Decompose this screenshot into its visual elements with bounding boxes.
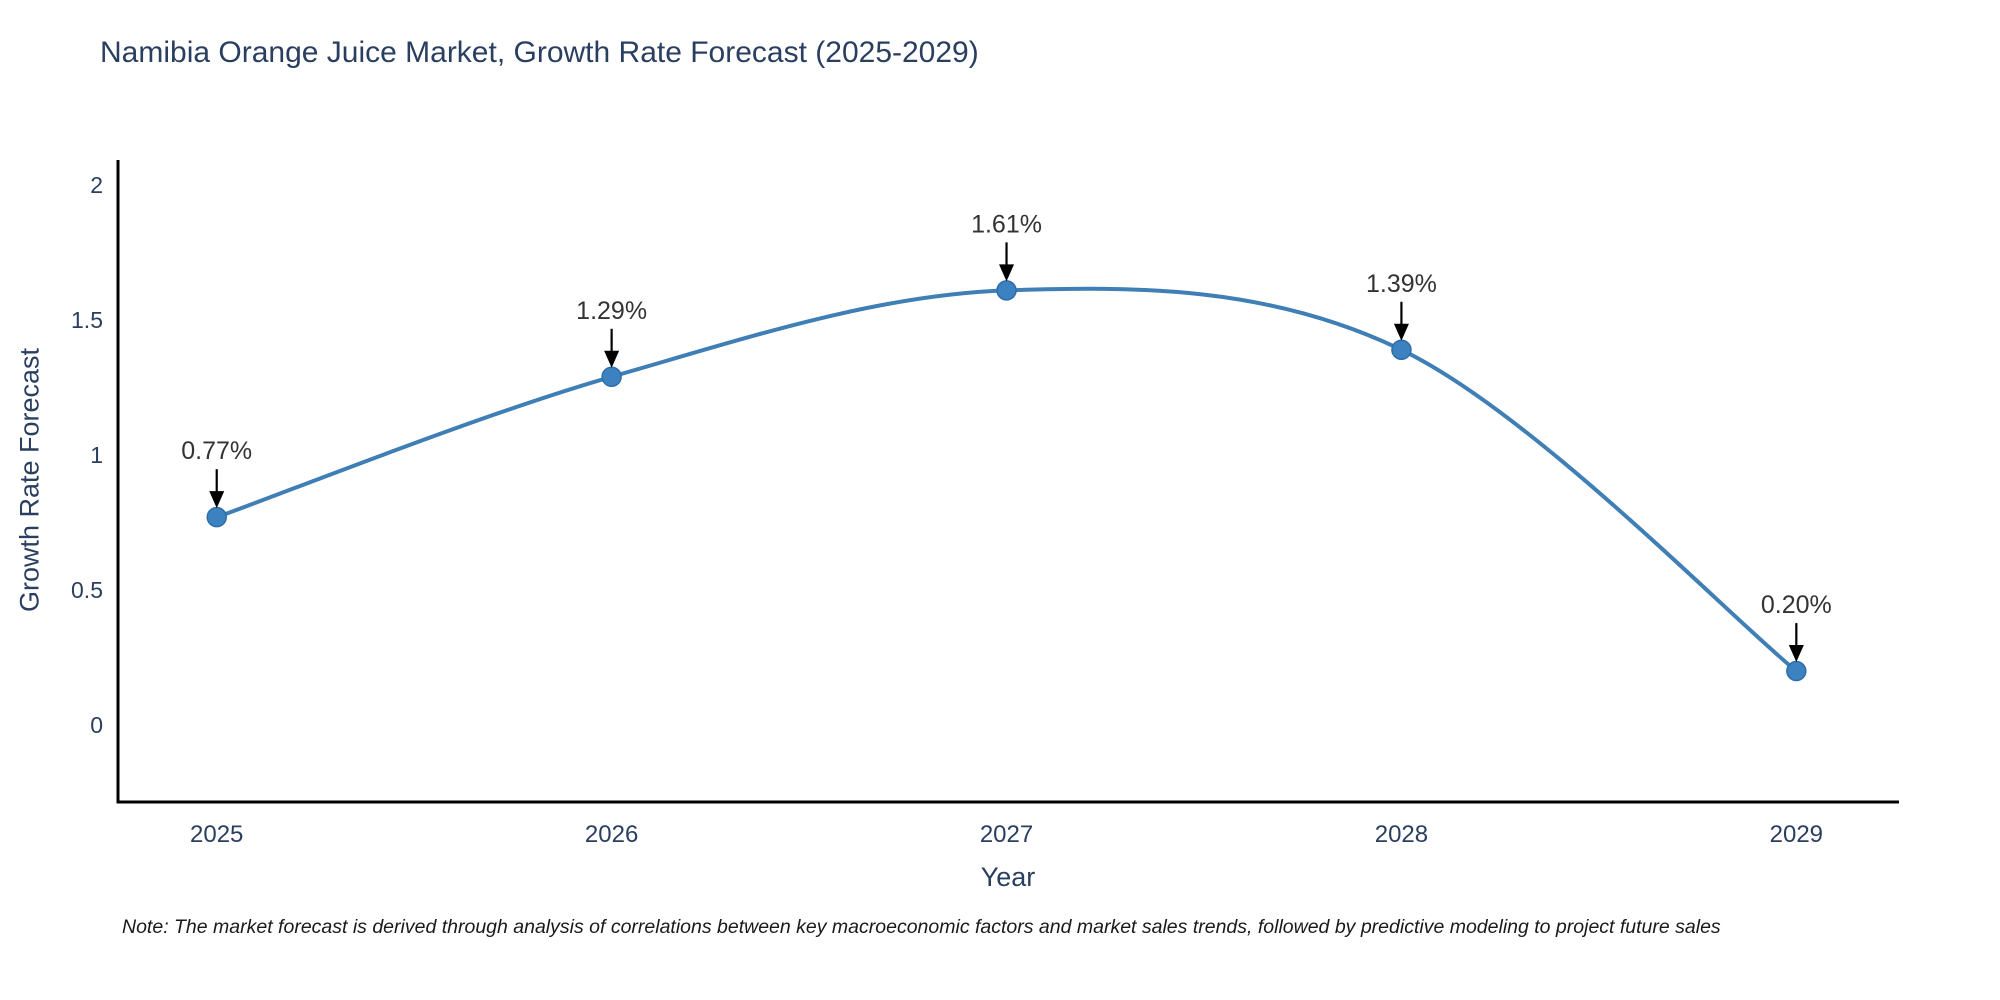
data-point-label: 1.29% xyxy=(576,297,647,325)
x-tick-label: 2029 xyxy=(1770,821,1823,848)
data-point-label: 1.61% xyxy=(971,210,1042,238)
annotation-arrowhead xyxy=(1788,645,1804,663)
y-tick-label: 0 xyxy=(90,712,103,738)
y-tick-label: 1.5 xyxy=(71,307,103,333)
data-point-marker xyxy=(1391,339,1412,361)
x-axis-title: Year xyxy=(980,862,1036,892)
annotation-arrowhead xyxy=(1393,323,1409,341)
data-point-label: 0.20% xyxy=(1761,591,1832,619)
x-tick-label: 2026 xyxy=(585,821,638,848)
data-point-label: 0.77% xyxy=(181,437,252,465)
x-tick-label: 2028 xyxy=(1375,821,1428,848)
footnote: Note: The market forecast is derived thr… xyxy=(122,916,1721,938)
data-point-marker xyxy=(996,280,1017,301)
y-tick-label: 2 xyxy=(90,172,103,198)
y-tick-label: 0.5 xyxy=(71,577,103,603)
forecast-line xyxy=(214,286,1799,674)
annotation-arrowhead xyxy=(604,350,620,368)
annotation-arrowhead xyxy=(999,264,1015,282)
y-tick-label: 1 xyxy=(90,442,103,468)
annotation-arrowhead xyxy=(209,491,225,509)
data-point-marker xyxy=(601,366,622,388)
x-tick-label: 2025 xyxy=(190,821,243,848)
data-point-marker xyxy=(1786,660,1807,682)
x-tick-label: 2027 xyxy=(980,821,1033,848)
data-point-marker xyxy=(206,506,227,528)
chart-title: Namibia Orange Juice Market, Growth Rate… xyxy=(100,36,979,69)
data-point-label: 1.39% xyxy=(1366,270,1437,298)
